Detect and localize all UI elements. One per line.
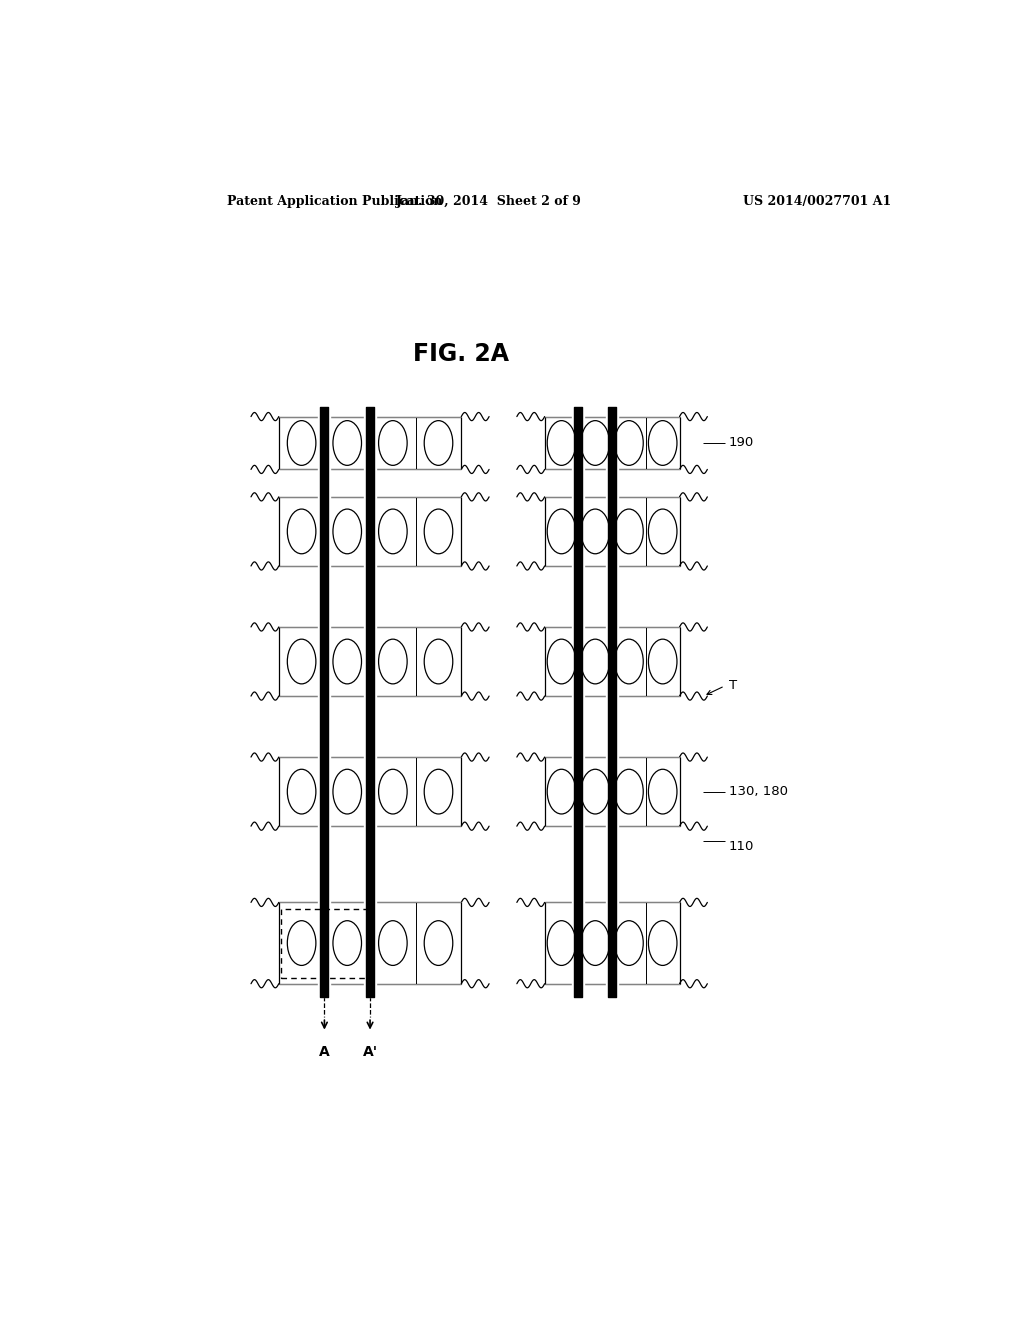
Text: T: T — [729, 680, 737, 693]
Bar — [281, 908, 368, 978]
Text: Patent Application Publication: Patent Application Publication — [227, 194, 442, 207]
Text: A': A' — [362, 1044, 378, 1059]
Text: A: A — [319, 1044, 330, 1059]
Text: US 2014/0027701 A1: US 2014/0027701 A1 — [743, 194, 891, 207]
Text: FIG. 2A: FIG. 2A — [414, 342, 509, 366]
Text: 190: 190 — [729, 437, 754, 450]
Text: Jan. 30, 2014  Sheet 2 of 9: Jan. 30, 2014 Sheet 2 of 9 — [396, 194, 582, 207]
Text: 130, 180: 130, 180 — [729, 785, 787, 799]
Text: 110: 110 — [729, 840, 754, 853]
